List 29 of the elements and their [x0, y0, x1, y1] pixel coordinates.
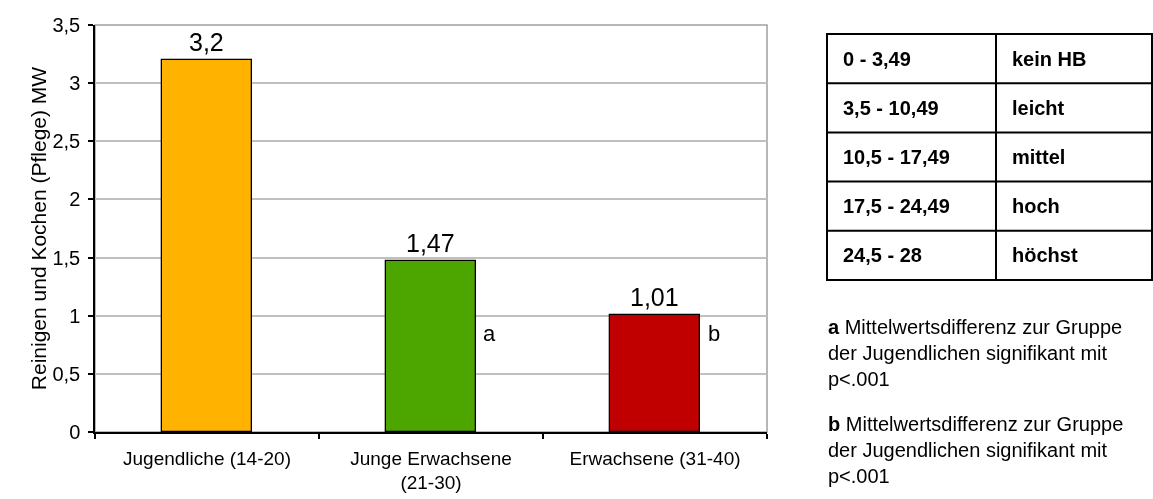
text: 3,5 - 10,49: [843, 97, 939, 119]
text: 24,5 - 28: [843, 244, 922, 266]
y-tick-label: 0,5: [52, 362, 81, 385]
y-tick-label: 2,5: [52, 130, 81, 153]
y-tick-label: 3,5: [52, 14, 81, 36]
y-tick-label: 2: [69, 188, 81, 211]
y-tick-label: 1,5: [52, 246, 81, 269]
text: b Mittelwertsdifferenz zur Gruppe der Jugendlichen signifikant mit p<.001: [828, 413, 1124, 487]
text: 0 - 3,49: [843, 48, 911, 70]
annotation: b: [708, 321, 721, 346]
text: kein HB: [1012, 48, 1087, 70]
text: a Mittelwertsdifferenz zur Gruppe der Jugendlichen signifikant mit p<.001: [828, 316, 1123, 390]
y-tick-label: 1: [69, 304, 81, 327]
data-label: 1,47: [406, 229, 455, 258]
y-tick-label: 3: [69, 72, 81, 95]
y-tick-label: 0: [69, 421, 81, 443]
text: mittel: [1012, 146, 1066, 168]
data-label: 3,2: [188, 28, 224, 57]
text: 10,5 - 17,49: [843, 146, 950, 168]
y-axis-title: Reinigen und Kochen (Pflege) MW: [27, 66, 51, 391]
annotation: a: [483, 321, 496, 346]
x-tick-label: Jugendliche (14-20): [123, 447, 291, 469]
text: höchst: [1012, 244, 1078, 266]
x-tick-label: Junge Erwachsene (21-30): [350, 447, 512, 494]
data-label: 1,01: [630, 283, 679, 312]
text: 17,5 - 24,49: [843, 195, 950, 217]
text: leicht: [1012, 97, 1065, 119]
text: hoch: [1012, 195, 1060, 217]
x-tick-label: Erwachsene (31-40): [569, 447, 741, 469]
